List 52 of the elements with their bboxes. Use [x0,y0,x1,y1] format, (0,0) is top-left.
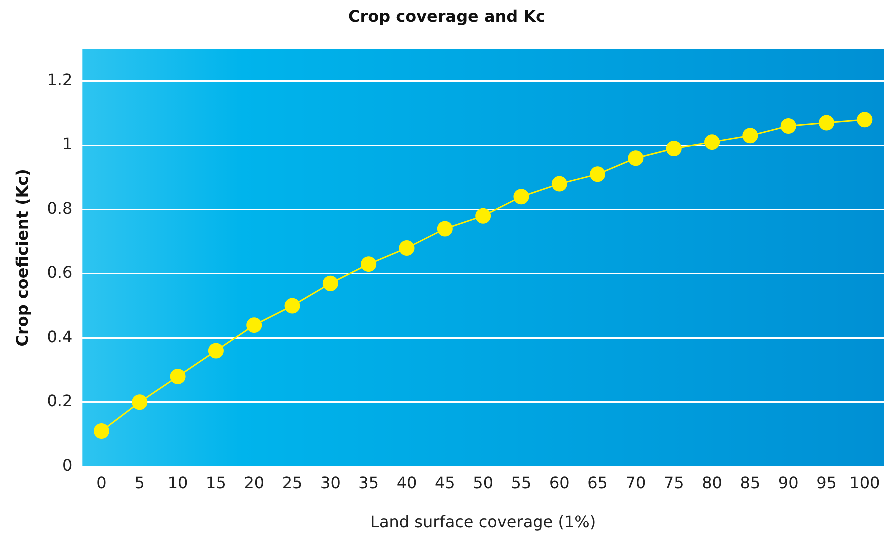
x-tick-label: 95 [816,473,837,492]
y-tick-label: 0.2 [47,392,73,411]
x-tick-label: 85 [740,473,761,492]
x-tick-label: 55 [511,473,532,492]
x-tick-label: 35 [358,473,380,492]
point [284,298,300,314]
chart-title: Crop coverage and Kc [348,6,546,26]
y-tick-label: 0.4 [47,327,73,346]
point [437,221,453,237]
x-tick-label: 50 [473,473,494,492]
y-tick-label: 1.2 [47,70,73,90]
x-tick-label: 70 [626,473,646,492]
x-tick-label: 5 [134,473,145,492]
x-tick-label: 40 [396,473,418,492]
x-tick-label: 75 [664,473,684,492]
point [742,128,758,144]
point [399,240,415,256]
y-tick-label: 0 [62,456,73,475]
point [208,343,224,359]
point [170,368,186,384]
x-axis-title: Land surface coverage (1%) [370,512,596,532]
point [94,424,110,440]
point [704,134,720,150]
x-tick-label: 15 [206,473,226,492]
point [361,256,377,272]
x-tick-label: 65 [588,473,608,492]
point [780,118,796,134]
x-tick-label: 0 [96,473,107,492]
point [819,115,835,131]
y-tick-label: 1 [62,134,73,154]
y-tick-label: 0.6 [47,263,73,282]
point [514,189,530,205]
x-tick-label: 10 [168,473,188,492]
y-axis-title: Crop coeficient (Kc) [12,169,32,347]
x-tick-label: 30 [320,473,341,492]
x-tick-label: 45 [434,473,456,492]
x-tick-label: 25 [282,473,303,492]
point [628,150,644,166]
point [552,176,568,192]
x-tick-label: 90 [778,473,799,492]
point [246,318,262,334]
x-tick-label: 100 [850,473,880,492]
point [132,394,148,410]
x-tick-label: 60 [549,473,570,492]
point [666,140,682,156]
point [322,276,338,292]
point [590,166,606,182]
point [857,112,873,128]
x-tick-label: 80 [702,473,722,492]
x-tick-label: 20 [244,473,265,492]
point [476,208,492,224]
y-tick-label: 0.8 [47,198,73,218]
